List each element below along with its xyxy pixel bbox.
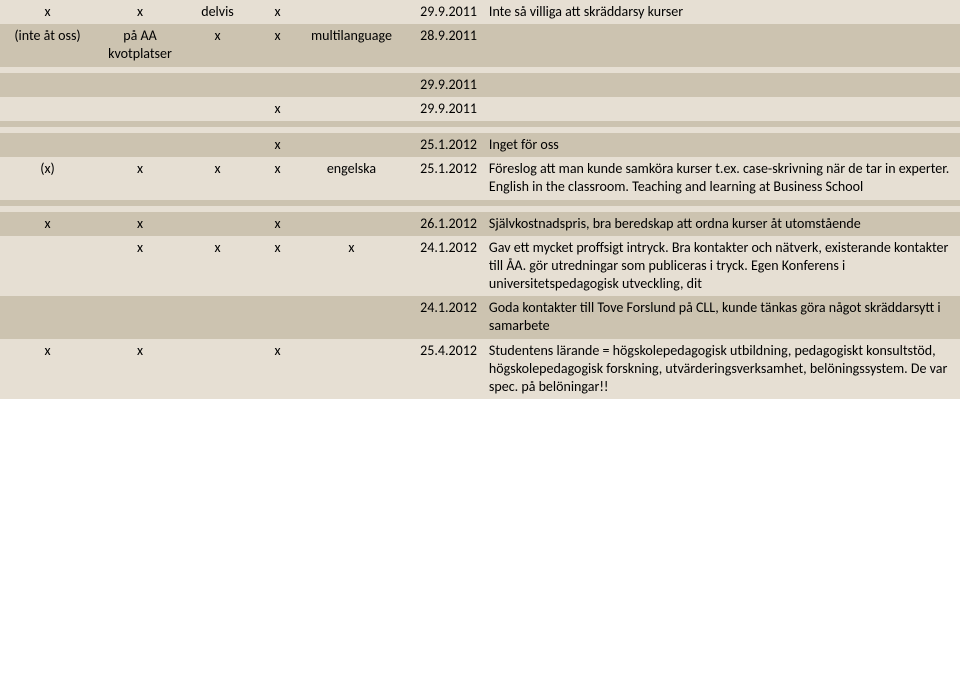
- table-row: xxxx24.1.2012Gav ett mycket proffsigt in…: [0, 236, 960, 297]
- cell-c1: [0, 296, 95, 338]
- cell-c7: [483, 97, 960, 121]
- cell-c3: [185, 133, 250, 157]
- cell-c1: [0, 97, 95, 121]
- table-row: (x)xxxengelska25.1.2012Föreslog att man …: [0, 157, 960, 199]
- cell-c3: [185, 296, 250, 338]
- cell-c4: x: [250, 133, 305, 157]
- cell-c3: x: [185, 24, 250, 66]
- cell-c3: x: [185, 157, 250, 199]
- cell-c3: [185, 339, 250, 400]
- cell-c4: [250, 73, 305, 97]
- table-row: 24.1.2012Goda kontakter till Tove Forslu…: [0, 296, 960, 338]
- cell-c2: [95, 133, 185, 157]
- table-row: (inte åt oss)på AA kvotplatserxxmultilan…: [0, 24, 960, 66]
- cell-c2: [95, 73, 185, 97]
- cell-c6: 25.1.2012: [398, 133, 483, 157]
- cell-c2: [95, 296, 185, 338]
- cell-c1: x: [0, 212, 95, 236]
- cell-c6: 29.9.2011: [398, 73, 483, 97]
- cell-c1: (x): [0, 157, 95, 199]
- cell-c7: Föreslog att man kunde samköra kurser t.…: [483, 157, 960, 199]
- cell-c5: [305, 133, 398, 157]
- cell-c2: x: [95, 236, 185, 297]
- cell-c7: Goda kontakter till Tove Forslund på CLL…: [483, 296, 960, 338]
- cell-c5: [305, 296, 398, 338]
- cell-c6: 29.9.2011: [398, 97, 483, 121]
- cell-c1: x: [0, 339, 95, 400]
- cell-c7: Inget för oss: [483, 133, 960, 157]
- cell-c3: [185, 97, 250, 121]
- cell-c7: Självkostnadspris, bra beredskap att ord…: [483, 212, 960, 236]
- cell-c3: x: [185, 236, 250, 297]
- data-table: xxdelvisx29.9.2011Inte så villiga att sk…: [0, 0, 960, 399]
- cell-c6: 29.9.2011: [398, 0, 483, 24]
- table-row: x 25.1.2012Inget för oss: [0, 133, 960, 157]
- cell-c7: Studentens lärande = högskolepedagogisk …: [483, 339, 960, 400]
- cell-c1: (inte åt oss): [0, 24, 95, 66]
- cell-c5: [305, 73, 398, 97]
- cell-c4: x: [250, 24, 305, 66]
- cell-c1: x: [0, 0, 95, 24]
- cell-c6: 24.1.2012: [398, 296, 483, 338]
- cell-c2: x: [95, 212, 185, 236]
- cell-c2: på AA kvotplatser: [95, 24, 185, 66]
- table-row: x 29.9.2011: [0, 97, 960, 121]
- cell-c7: [483, 73, 960, 97]
- cell-c7: Gav ett mycket proffsigt intryck. Bra ko…: [483, 236, 960, 297]
- cell-c4: x: [250, 236, 305, 297]
- table-row: 29.9.2011: [0, 73, 960, 97]
- cell-c5: x: [305, 236, 398, 297]
- cell-c2: x: [95, 339, 185, 400]
- cell-c5: engelska: [305, 157, 398, 199]
- cell-c1: [0, 236, 95, 297]
- cell-c4: x: [250, 339, 305, 400]
- cell-c2: x: [95, 0, 185, 24]
- cell-c1: [0, 73, 95, 97]
- cell-c5: multilanguage: [305, 24, 398, 66]
- cell-c4: [250, 296, 305, 338]
- cell-c2: x: [95, 157, 185, 199]
- cell-c5: [305, 339, 398, 400]
- cell-c6: 24.1.2012: [398, 236, 483, 297]
- cell-c6: 25.4.2012: [398, 339, 483, 400]
- table-row: xxx25.4.2012Studentens lärande = högskol…: [0, 339, 960, 400]
- cell-c4: x: [250, 97, 305, 121]
- cell-c5: [305, 0, 398, 24]
- cell-c4: x: [250, 212, 305, 236]
- cell-c7: [483, 24, 960, 66]
- cell-c4: x: [250, 157, 305, 199]
- cell-c7: Inte så villiga att skräddarsy kurser: [483, 0, 960, 24]
- cell-c6: 28.9.2011: [398, 24, 483, 66]
- cell-c4: x: [250, 0, 305, 24]
- cell-c6: 25.1.2012: [398, 157, 483, 199]
- cell-c2: [95, 97, 185, 121]
- cell-c6: 26.1.2012: [398, 212, 483, 236]
- cell-c3: delvis: [185, 0, 250, 24]
- cell-c3: [185, 212, 250, 236]
- table-row: xxdelvisx29.9.2011Inte så villiga att sk…: [0, 0, 960, 24]
- table-row: xxx26.1.2012Självkostnadspris, bra bered…: [0, 212, 960, 236]
- cell-c5: [305, 97, 398, 121]
- cell-c1: [0, 133, 95, 157]
- cell-c5: [305, 212, 398, 236]
- cell-c3: [185, 73, 250, 97]
